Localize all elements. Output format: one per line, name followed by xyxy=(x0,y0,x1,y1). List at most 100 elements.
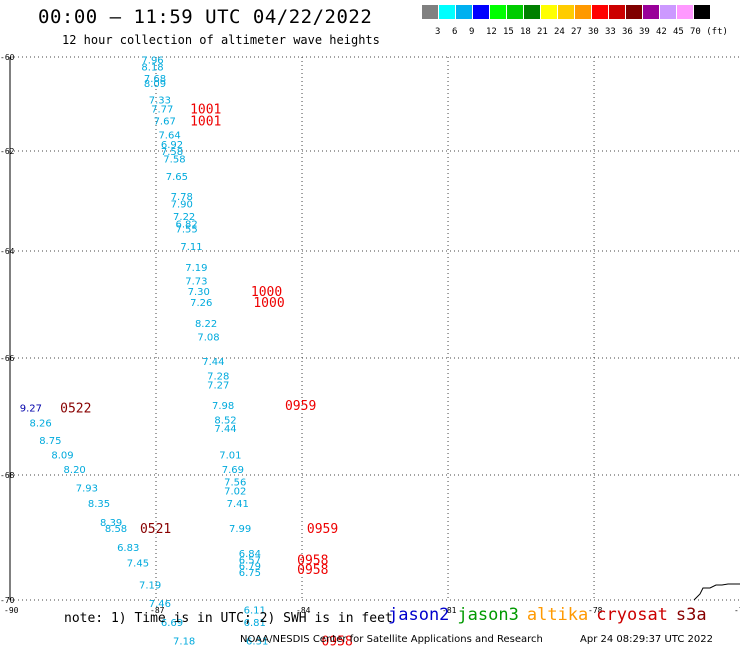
legend-label: 9 xyxy=(469,27,475,37)
wave-height-label: 7.18 xyxy=(173,637,195,648)
latitude-tick-label: -66 xyxy=(0,354,15,363)
legend-label: 21 xyxy=(537,27,548,37)
wave-height-label: 8.35 xyxy=(88,499,110,510)
pass-time-label: 0959 xyxy=(285,399,316,414)
pass-time-label: 1001 xyxy=(190,114,221,129)
wave-height-label: 8.26 xyxy=(29,418,51,429)
wave-height-label: 6.81 xyxy=(244,618,266,629)
wave-height-label: 7.56 xyxy=(224,477,246,488)
legend-swatch xyxy=(456,5,473,19)
wave-height-label: 8.58 xyxy=(105,524,127,535)
wave-height-label: 6.31 xyxy=(246,637,268,648)
wave-height-label: 7.45 xyxy=(127,559,149,570)
coastline xyxy=(693,583,740,601)
pass-time-label: 1001 xyxy=(190,103,221,118)
wave-height-label: 7.99 xyxy=(229,524,251,535)
pass-time-label: 0959 xyxy=(307,522,338,537)
legend-swatch xyxy=(660,5,677,19)
wave-height-label: 7.19 xyxy=(139,580,161,591)
wave-height-label: 7.65 xyxy=(166,172,188,183)
wave-height-label: 7.30 xyxy=(188,287,210,298)
wave-height-label: 7.55 xyxy=(175,225,197,236)
wave-height-label: 6.11 xyxy=(244,605,266,616)
legend-swatch xyxy=(677,5,694,19)
pass-time-label: 1000 xyxy=(251,285,282,300)
legend-label: 70 (ft) xyxy=(690,27,728,37)
legend-label: 6 xyxy=(452,27,458,37)
wave-height-label: 7.68 xyxy=(144,74,166,85)
legend-label: 27 xyxy=(571,27,582,37)
wave-height-label: 7.19 xyxy=(185,263,207,274)
legend-label: 33 xyxy=(605,27,616,37)
wave-height-label: 7.90 xyxy=(171,200,193,211)
wave-height-label: 7.78 xyxy=(171,192,193,203)
wave-height-label: 6.82 xyxy=(175,220,197,231)
wave-height-label: 7.77 xyxy=(151,105,173,116)
wave-height-label: 8.22 xyxy=(195,319,217,330)
satellite-name: jason3 xyxy=(457,605,519,625)
legend-swatch xyxy=(473,5,490,19)
pass-time-label: 0521 xyxy=(140,522,171,537)
legend-swatch xyxy=(609,5,626,19)
wave-height-label: 8.09 xyxy=(51,451,73,462)
wave-height-label: 7.64 xyxy=(158,131,180,142)
pass-time-label: 0958 xyxy=(297,553,328,568)
satellite-name: altika xyxy=(526,605,589,625)
wave-height-label: 8.52 xyxy=(214,415,236,426)
wave-height-label: 6.84 xyxy=(239,549,261,560)
wave-height-label: 7.01 xyxy=(219,451,241,462)
wave-height-label: 9.27 xyxy=(20,404,42,415)
legend-swatch xyxy=(592,5,609,19)
wave-height-label: 7.22 xyxy=(173,212,195,223)
map-title: 00:00 – 11:59 UTC 04/22/2022 xyxy=(38,6,373,28)
wave-height-label: 8.39 xyxy=(100,518,122,529)
satellite-name: jason2 xyxy=(388,605,450,625)
wave-height-label: 8.75 xyxy=(39,436,61,447)
legend-label: 15 xyxy=(503,27,514,37)
wave-height-label: 8.18 xyxy=(141,62,163,73)
latitude-tick-label: -60 xyxy=(0,53,15,62)
legend-label: 39 xyxy=(639,27,650,37)
legend-label: 45 xyxy=(673,27,684,37)
legend-label: 3 xyxy=(435,27,441,37)
satellite-name: cryosat xyxy=(596,605,668,625)
wave-height-label: 7.46 xyxy=(149,599,171,610)
wave-height-label: 7.02 xyxy=(224,487,246,498)
wave-height-label: 6.75 xyxy=(239,568,261,579)
legend-swatch xyxy=(439,5,456,19)
wave-height-label: 6.83 xyxy=(117,543,139,554)
legend-label: 30 xyxy=(588,27,599,37)
wave-height-label: 7.08 xyxy=(197,333,219,344)
longitude-tick-label: -87 xyxy=(150,606,165,615)
wave-height-label: 7.93 xyxy=(76,484,98,495)
wave-height-label: 7.98 xyxy=(212,401,234,412)
wave-height-label: 8.20 xyxy=(64,465,86,476)
latitude-tick-label: -64 xyxy=(0,247,15,256)
latitude-tick-label: -68 xyxy=(0,471,15,480)
wave-height-label: 7.58 xyxy=(163,155,185,166)
legend-swatch xyxy=(643,5,660,19)
legend-swatch xyxy=(626,5,643,19)
longitude-tick-label: -81 xyxy=(442,606,457,615)
wave-height-label: 7.26 xyxy=(190,298,212,309)
wave-height-label: 7.58 xyxy=(161,147,183,158)
wave-height-label: 7.33 xyxy=(149,95,171,106)
footer-note: note: 1) Time is in UTC; 2) SWH is in fe… xyxy=(64,611,393,626)
wave-height-label: 6.69 xyxy=(161,618,183,629)
wave-height-label: 8.09 xyxy=(144,79,166,90)
longitude-tick-label: -75 xyxy=(734,606,740,615)
legend-swatch xyxy=(524,5,541,19)
wave-height-label: 7.96 xyxy=(141,55,163,66)
wave-height-label: 7.44 xyxy=(202,357,224,368)
latitude-tick-label: -70 xyxy=(0,596,15,605)
legend-label: 12 xyxy=(486,27,497,37)
wave-height-label: 6.92 xyxy=(161,140,183,151)
longitude-tick-label: -90 xyxy=(4,606,19,615)
wave-height-label: 7.44 xyxy=(214,424,236,435)
credit-line: NOAA/NESDIS Center for Satellite Applica… xyxy=(240,634,543,645)
legend-swatch xyxy=(422,5,439,19)
legend-label: 18 xyxy=(520,27,531,37)
wave-height-label: 7.69 xyxy=(222,465,244,476)
pass-time-label: 0958 xyxy=(297,563,328,578)
pass-time-label: 0522 xyxy=(60,402,91,417)
